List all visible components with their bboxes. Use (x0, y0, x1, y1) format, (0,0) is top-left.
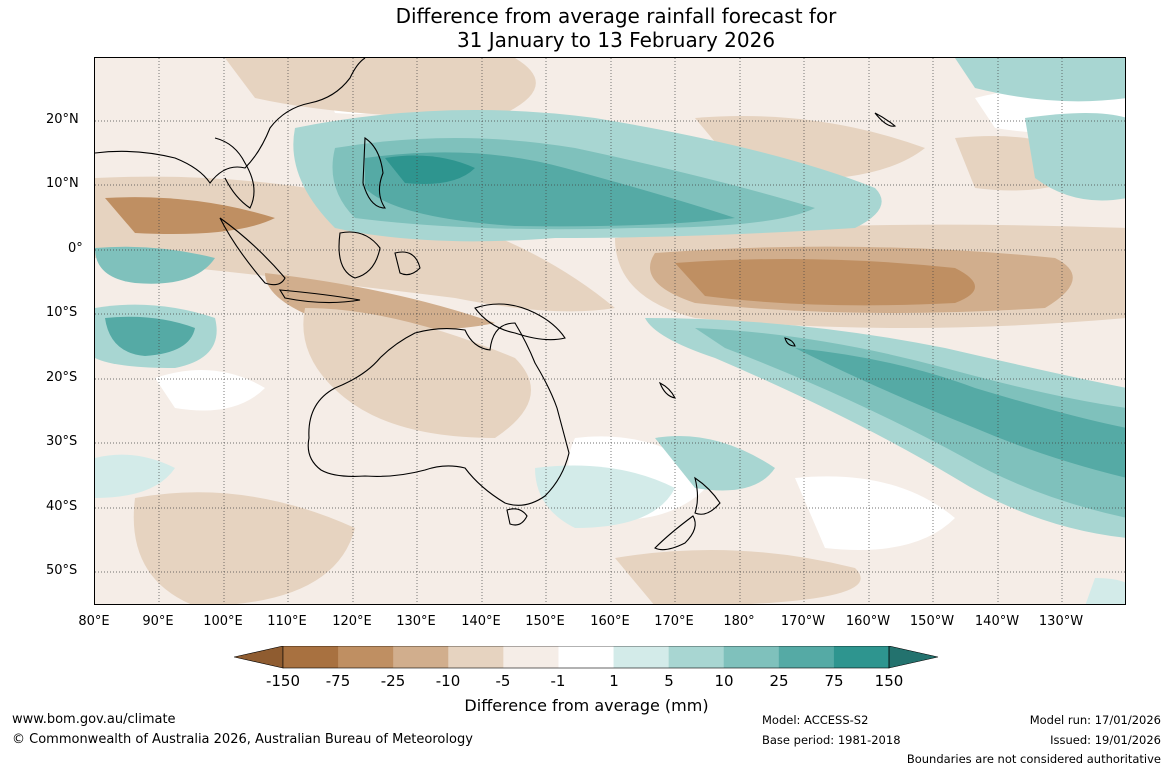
x-tick-160e: 160°E (590, 614, 630, 629)
colorbar-bin (283, 646, 339, 668)
colorbar-label-n5: -5 (495, 672, 511, 690)
base-period: Base period: 1981-2018 (762, 733, 901, 747)
south-island-nz (654, 515, 696, 551)
x-tick-170e: 170°E (654, 614, 694, 629)
colorbar-label-n1: -1 (550, 672, 566, 690)
colorbar-svg (233, 645, 939, 669)
issued-date: Issued: 19/01/2026 (1050, 733, 1161, 747)
title-line-2: 31 January to 13 February 2026 (456, 28, 776, 52)
colorbar-label-75: 75 (824, 672, 844, 690)
map-canvas (95, 58, 1125, 604)
colorbar-label-n10: -10 (435, 672, 461, 690)
colorbar-bin (503, 646, 559, 668)
x-tick-150e: 150°E (525, 614, 565, 629)
indochina-coast (214, 137, 255, 209)
hawaii (874, 112, 897, 127)
colorbar-label-1: 1 (609, 672, 619, 690)
y-tick-10n: 10°N (46, 176, 79, 191)
colorbar-bin (723, 646, 780, 668)
x-tick-180: 180° (723, 614, 755, 629)
asia-coast (95, 58, 366, 184)
x-tick-170w: 170°W (780, 614, 826, 629)
colorbar-label-10: 10 (714, 672, 734, 690)
colorbar-over-arrow (888, 645, 939, 669)
colorbar-bin (393, 646, 449, 668)
colorbar-label-150: 150 (874, 672, 904, 690)
x-tick-140e: 140°E (461, 614, 501, 629)
colorbar-bin (833, 646, 890, 668)
colorbar-label-n150: -150 (265, 672, 301, 690)
x-tick-140w: 140°W (974, 614, 1020, 629)
x-tick-150w: 150°W (909, 614, 955, 629)
y-tick-40s: 40°S (46, 499, 78, 514)
x-tick-110e: 110°E (267, 614, 307, 629)
colorbar-bin (448, 646, 504, 668)
coastlines (95, 58, 897, 551)
x-tick-160w: 160°W (845, 614, 891, 629)
above-average-areas (95, 58, 1125, 604)
fiji (784, 337, 796, 347)
colorbar-label-n25: -25 (380, 672, 406, 690)
colorbar-bin (338, 646, 394, 668)
boundary-disclaimer: Boundaries are not considered authoritat… (906, 752, 1161, 766)
copyright-text: © Commonwealth of Australia 2026, Austra… (12, 732, 473, 747)
model-run-date: Model run: 17/01/2026 (1029, 713, 1161, 727)
colorbar-label-n75: -75 (325, 672, 351, 690)
colorbar-title: Difference from average (mm) (464, 696, 709, 715)
y-tick-10s: 10°S (46, 305, 78, 320)
y-tick-20s: 20°S (46, 370, 78, 385)
tasmania-coast (506, 508, 528, 526)
graticule (95, 58, 1125, 604)
y-tick-50s: 50°S (46, 563, 78, 578)
colorbar-outline (282, 645, 890, 669)
colorbar-under-arrow (233, 645, 284, 669)
philippines-coast (362, 137, 387, 209)
y-tick-0: 0° (68, 241, 83, 256)
colorbar-bin (613, 646, 670, 668)
x-tick-90e: 90°E (142, 614, 174, 629)
model-name: Model: ACCESS-S2 (762, 713, 869, 727)
new-guinea-coast (474, 303, 566, 341)
map-title: Difference from average rainfall forecas… (0, 4, 1173, 52)
y-tick-20n: 20°N (46, 112, 79, 127)
borneo-coast (338, 231, 381, 279)
x-tick-80e: 80°E (78, 614, 110, 629)
colorbar-label-5: 5 (664, 672, 674, 690)
australia-coast (307, 322, 570, 506)
colorbar-bins (283, 646, 890, 668)
colorbar-label-25: 25 (769, 672, 789, 690)
x-tick-100e: 100°E (203, 614, 243, 629)
x-tick-130w: 130°W (1038, 614, 1084, 629)
title-line-1: Difference from average rainfall forecas… (395, 4, 837, 28)
sumatra-coast (219, 217, 286, 286)
website-link[interactable]: www.bom.gov.au/climate (12, 712, 176, 727)
colorbar (233, 645, 940, 676)
java-coast (278, 289, 361, 304)
rainfall-anomaly-map (94, 57, 1126, 605)
colorbar-bin (668, 646, 725, 668)
y-tick-30s: 30°S (46, 434, 78, 449)
x-tick-120e: 120°E (332, 614, 372, 629)
x-tick-130e: 130°E (396, 614, 436, 629)
colorbar-bin (558, 646, 615, 668)
colorbar-bin (778, 646, 835, 668)
new-caledonia (658, 381, 676, 399)
sulawesi-coast (394, 251, 421, 276)
north-island-nz (694, 476, 721, 515)
